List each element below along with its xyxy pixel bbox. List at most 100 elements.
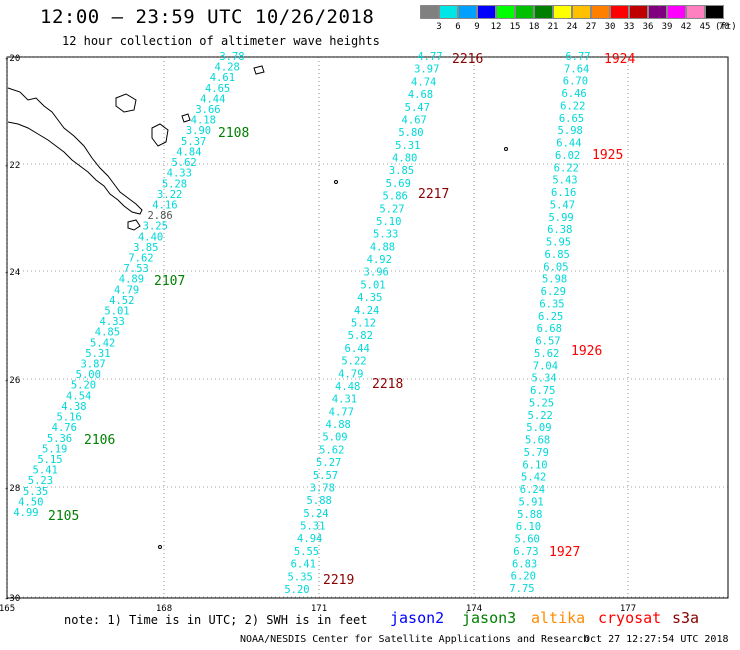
wave-height-value: 5.09 (322, 432, 347, 444)
wave-height-value: 4.24 (354, 305, 379, 317)
wave-height-value: 6.77 (565, 51, 590, 63)
color-scale-swatch (439, 5, 458, 19)
pass-time-label: 2216 (452, 52, 483, 67)
wave-height-value: 6.75 (530, 385, 555, 397)
wave-height-value: 4.79 (338, 368, 363, 380)
wave-height-value: 5.62 (171, 157, 196, 169)
small-island-2 (334, 180, 338, 184)
wave-height-value: 4.80 (392, 153, 417, 165)
loyalty-island-2 (151, 123, 169, 147)
wave-height-value: 4.67 (402, 115, 427, 127)
color-scale-label: 30 (604, 22, 616, 32)
color-scale-label: 24 (566, 22, 578, 32)
wave-height-value: 4.74 (411, 76, 436, 88)
generation-timestamp: Oct 27 12:27:54 UTC 2018 (584, 634, 729, 645)
color-scale-swatch (610, 5, 629, 19)
wave-height-value: 4.33 (167, 168, 192, 180)
pass-time-label: 2108 (218, 126, 249, 141)
pass-time-label: 2217 (418, 187, 449, 202)
wave-height-value: 6.10 (516, 521, 541, 533)
color-scale-unit: (ft) (715, 22, 737, 32)
small-island-3 (504, 147, 508, 151)
wave-height-value: 5.98 (542, 274, 567, 286)
wave-height-value: 4.89 (119, 274, 144, 286)
wave-height-value: 5.80 (398, 127, 423, 139)
wave-height-value: 4.48 (335, 381, 360, 393)
altimeter-tracks: 3.784.284.614.654.443.664.183.905.374.84… (13, 51, 590, 596)
color-scale-swatch (477, 5, 496, 19)
pass-time-label: 1925 (592, 148, 623, 163)
satellite-legend-jason2: jason2 (390, 609, 445, 627)
color-scale-swatch (667, 5, 686, 19)
color-scale-label: 6 (455, 22, 461, 32)
wave-height-value: 3.78 (219, 51, 244, 63)
color-scale-bar (420, 5, 724, 19)
wave-height-value: 4.99 (13, 507, 38, 519)
wave-height-value: 6.46 (561, 88, 586, 100)
color-scale-label: 42 (680, 22, 692, 32)
wave-height-value: 6.83 (512, 558, 537, 570)
wave-height-value: 4.38 (61, 401, 86, 413)
wave-height-value: 4.77 (417, 51, 442, 63)
wave-height-value: 5.01 (360, 279, 385, 291)
wave-height-value: 6.44 (345, 343, 370, 355)
wave-height-value: 2.86 (147, 210, 172, 222)
latitude-tick-label: -24 (4, 268, 20, 278)
wave-height-value: 6.10 (522, 459, 547, 471)
wave-height-value: 3.25 (143, 221, 168, 233)
wave-height-value: 5.62 (319, 444, 344, 456)
wave-height-value: 5.69 (386, 178, 411, 190)
wave-height-value: 3.96 (364, 267, 389, 279)
footnote: note: 1) Time is in UTC; 2) SWH is in fe… (64, 613, 368, 627)
wave-height-value: 6.57 (535, 336, 560, 348)
wave-height-value: 7.64 (564, 63, 589, 75)
wave-height-value: 3.85 (389, 165, 414, 177)
pass-time-label: 1927 (549, 545, 580, 560)
wave-height-value: 7.62 (128, 253, 153, 265)
wave-height-value: 5.55 (294, 546, 319, 558)
wave-height-value: 5.01 (104, 306, 129, 318)
isle-of-pines-coast (127, 219, 141, 231)
color-scale-label: 27 (585, 22, 597, 32)
wave-height-value: 4.18 (191, 115, 216, 127)
wave-height-value: 5.37 (181, 136, 206, 148)
wave-height-value: 5.82 (348, 330, 373, 342)
wave-height-value: 5.62 (534, 348, 559, 360)
latitude-tick-label: -22 (4, 161, 20, 171)
pass-time-label: 2219 (323, 573, 354, 588)
wave-height-value: 4.77 (329, 406, 354, 418)
wave-height-value: 5.33 (373, 229, 398, 241)
wave-height-value: 5.12 (351, 318, 376, 330)
wave-height-value: 6.05 (543, 261, 568, 273)
latitude-tick-label: -20 (4, 54, 20, 64)
wave-height-value: 4.44 (200, 93, 225, 105)
wave-height-value: 4.28 (215, 62, 240, 74)
pass-time-labels: 2108 2107 2106 2105 2216 2217 2218 2219 1924 1925… (48, 52, 635, 588)
small-island-4 (158, 545, 162, 549)
pass-time-label: 1924 (604, 52, 635, 67)
loyalty-island-3 (181, 113, 191, 123)
wave-height-value: 5.10 (376, 216, 401, 228)
satellite-legend-altika: altika (531, 609, 586, 627)
wave-height-value: 7.53 (124, 263, 149, 275)
color-scale-label: 70 (718, 22, 730, 32)
wave-height-value: 5.27 (316, 457, 341, 469)
color-scale-swatch (591, 5, 610, 19)
color-scale-swatch (686, 5, 705, 19)
wave-height-value: 4.85 (95, 327, 120, 339)
wave-height-value: 5.36 (47, 433, 72, 445)
wave-height-value: 5.57 (313, 470, 338, 482)
color-scale-swatch (648, 5, 667, 19)
wave-height-value: 5.47 (405, 102, 430, 114)
wave-height-value: 5.99 (548, 212, 573, 224)
wave-height-value: 5.42 (521, 472, 546, 484)
longitude-tick-label: 165 (0, 604, 15, 614)
wave-height-value: 4.52 (109, 295, 134, 307)
color-scale-label: 33 (623, 22, 635, 32)
wave-height-value: 5.20 (71, 380, 96, 392)
wave-height-value: 4.92 (367, 254, 392, 266)
wave-height-value: 5.09 (526, 422, 551, 434)
wave-height-value: 5.19 (42, 443, 67, 455)
